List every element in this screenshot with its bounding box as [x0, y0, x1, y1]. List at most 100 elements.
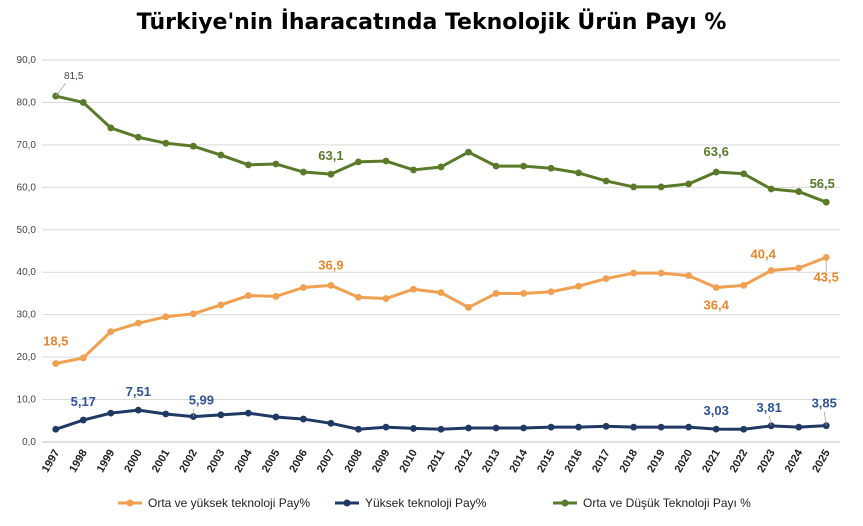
data-point: [740, 170, 748, 178]
label-leader: [768, 415, 772, 426]
data-point: [189, 142, 197, 150]
data-point: [602, 177, 610, 185]
data-label: 63,1: [318, 148, 343, 163]
x-tick-label: 1999: [95, 448, 118, 475]
x-tick-label: 2020: [673, 448, 696, 475]
data-point: [79, 416, 87, 424]
data-point: [355, 425, 362, 433]
data-point: [630, 423, 638, 431]
x-tick-label: 2007: [315, 448, 338, 475]
data-point: [795, 264, 803, 272]
data-point: [382, 157, 390, 165]
data-label: 40,4: [751, 247, 777, 262]
series-1: 5,17 7,51 5,99 3,03 3,81 3,85: [52, 384, 837, 433]
data-point: [795, 188, 803, 195]
data-point: [382, 295, 390, 302]
x-tick-label: 2015: [535, 448, 558, 475]
data-point: [217, 151, 225, 159]
x-tick-label: 2021: [700, 448, 723, 475]
data-point: [327, 281, 335, 289]
label-leader: [823, 411, 827, 426]
x-tick-label: 2018: [618, 448, 641, 475]
x-tick-label: 2016: [563, 448, 586, 475]
data-point: [410, 285, 417, 293]
data-point: [712, 284, 720, 291]
data-label: 3,03: [704, 403, 729, 418]
data-point: [327, 419, 335, 427]
data-point: [244, 292, 252, 299]
data-point: [217, 411, 225, 419]
x-tick-label: 2010: [397, 448, 420, 475]
x-tick-label: 2011: [425, 448, 447, 475]
x-tick-label: 2025: [810, 448, 833, 475]
data-point: [685, 423, 693, 431]
x-tick-label: 2012: [452, 448, 475, 475]
data-point: [134, 406, 142, 414]
data-point: [795, 423, 803, 431]
data-point: [602, 275, 610, 282]
y-tick-label: 50,0: [17, 225, 37, 236]
data-label: 5,99: [189, 393, 214, 408]
data-point: [492, 162, 500, 170]
data-point: [79, 99, 87, 106]
data-point: [657, 183, 665, 191]
data-label: 18,5: [43, 333, 68, 348]
y-tick-label: 10,0: [17, 395, 37, 406]
data-label: 81,5: [64, 71, 84, 82]
x-tick-label: 2013: [480, 448, 503, 475]
data-point: [272, 413, 280, 421]
x-tick-label: 2019: [645, 448, 668, 475]
data-point: [685, 272, 693, 280]
data-point: [79, 354, 87, 362]
data-point: [465, 148, 472, 156]
data-point: [465, 304, 472, 311]
data-point: [575, 423, 582, 431]
chart-title: Türkiye'nin İharacatında Teknolojik Ürün…: [136, 10, 727, 35]
legend-item: Yüksek teknoloji Pay%: [335, 496, 487, 510]
data-point: [575, 169, 582, 177]
legend-swatch-marker: [561, 499, 569, 507]
data-point: [162, 313, 170, 321]
y-tick-label: 80,0: [17, 97, 37, 108]
data-point: [685, 180, 693, 188]
y-tick-label: 30,0: [17, 310, 37, 321]
legend-item: Orta ve Düşük Teknoloji Payı %: [553, 496, 751, 510]
data-point: [410, 425, 417, 432]
data-point: [272, 293, 280, 300]
x-tick-label: 2004: [232, 447, 255, 475]
data-point: [355, 158, 362, 166]
legend-swatch-marker: [343, 499, 351, 507]
data-point: [520, 290, 527, 297]
y-tick-label: 90,0: [17, 55, 37, 66]
x-tick-label: 1998: [67, 448, 90, 475]
data-point: [300, 284, 307, 291]
data-point: [162, 410, 170, 418]
data-label: 63,6: [704, 144, 729, 159]
data-point: [657, 423, 665, 431]
data-label: 5,17: [71, 394, 96, 409]
data-point: [520, 424, 527, 432]
data-point: [465, 424, 472, 432]
y-tick-label: 60,0: [17, 182, 37, 193]
data-label: 43,5: [814, 269, 839, 284]
data-point: [382, 423, 390, 431]
data-point: [52, 425, 60, 433]
data-point: [52, 360, 60, 367]
x-tick-label: 2023: [755, 448, 778, 475]
y-tick-label: 0,0: [22, 437, 36, 448]
data-point: [822, 198, 830, 206]
y-tick-label: 40,0: [17, 267, 37, 278]
data-label: 3,85: [812, 396, 837, 411]
data-point: [492, 424, 500, 432]
data-point: [657, 269, 665, 277]
data-point: [547, 288, 555, 296]
x-tick-label: 2014: [508, 447, 531, 475]
data-label: 3,81: [757, 400, 782, 415]
legend-item: Orta ve yüksek teknoloji Pay%: [118, 496, 310, 510]
y-tick-label: 20,0: [17, 352, 37, 363]
data-point: [740, 281, 748, 289]
data-point: [244, 409, 252, 417]
data-point: [107, 328, 115, 336]
series-0: 18,5 36,9 36,4 40,4 43,5: [43, 247, 839, 367]
